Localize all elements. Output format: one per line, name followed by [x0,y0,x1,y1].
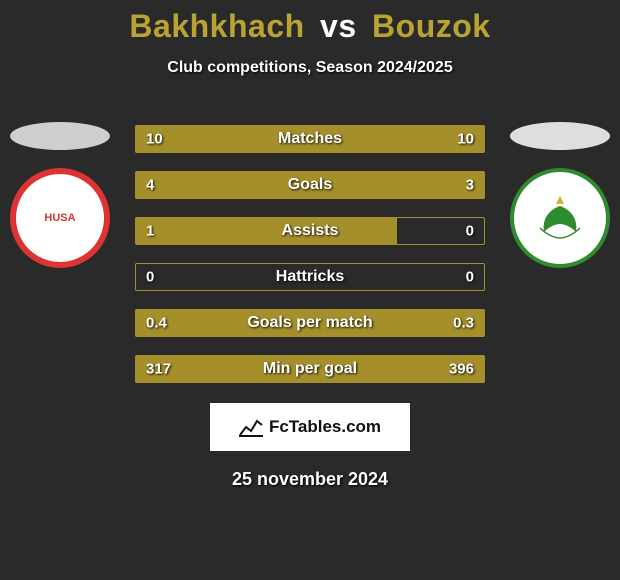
stat-value-right: 10 [457,131,474,148]
stat-value-right: 396 [449,361,474,378]
club-crest-left: HUSA [10,168,110,268]
stat-row: 0 0 Hattricks [135,263,485,291]
player2-name: Bouzok [372,8,491,44]
stat-value-right: 0 [466,269,474,286]
stat-label: Goals [288,176,332,194]
player-left-col: HUSA [0,122,120,268]
stat-label: Goals per match [247,314,372,332]
stat-value-left: 10 [146,131,163,148]
stat-label: Min per goal [263,360,357,378]
subtitle: Club competitions, Season 2024/2025 [0,59,620,77]
club-crest-right [510,168,610,268]
vs-label: vs [320,8,357,44]
stat-bar-right [335,172,484,198]
date-label: 25 november 2024 [0,469,620,490]
stat-row: 1 0 Assists [135,217,485,245]
stat-value-right: 0.3 [453,315,474,332]
stat-label: Matches [278,130,342,148]
stat-row: 0.4 0.3 Goals per match [135,309,485,337]
eagle-icon [530,188,590,248]
stat-value-left: 317 [146,361,171,378]
stat-value-right: 0 [466,223,474,240]
stat-bar-left [136,218,397,244]
stat-value-left: 0.4 [146,315,167,332]
stat-row: 10 10 Matches [135,125,485,153]
branding-badge: FcTables.com [210,403,410,451]
stat-value-right: 3 [466,177,474,194]
crest-left-text: HUSA [44,212,75,224]
stat-value-left: 1 [146,223,154,240]
player-left-silhouette [10,122,110,150]
stat-value-left: 4 [146,177,154,194]
stat-value-left: 0 [146,269,154,286]
stat-row: 317 396 Min per goal [135,355,485,383]
player-right-col [500,122,620,268]
comparison-title: Bakhkhach vs Bouzok [0,0,620,45]
chart-icon [239,417,263,437]
stat-label: Hattricks [276,268,344,286]
player1-name: Bakhkhach [129,8,304,44]
stats-bars: 1010Matches43Goals10Assists00Hattricks0.… [135,125,485,383]
stat-row: 4 3 Goals [135,171,485,199]
stat-label: Assists [282,222,339,240]
player-right-silhouette [510,122,610,150]
branding-text: FcTables.com [269,417,381,437]
